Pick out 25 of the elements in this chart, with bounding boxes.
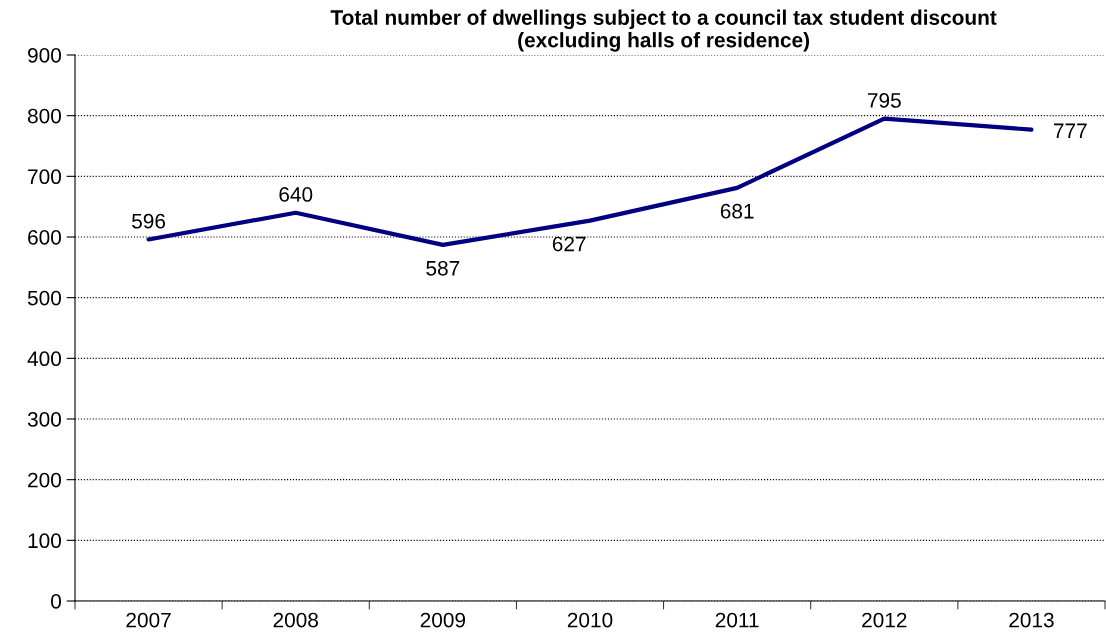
y-tick-label: 0 (51, 594, 61, 609)
x-tick-label: 2013 (1009, 612, 1054, 628)
y-tick-label: 100 (28, 533, 61, 549)
y-tick-label: 700 (28, 169, 61, 185)
x-tick-label: 2007 (126, 612, 171, 628)
y-tick-label: 600 (28, 230, 61, 245)
data-label: 587 (426, 260, 460, 276)
data-label: 596 (132, 213, 166, 229)
y-tick-label: 400 (27, 351, 61, 367)
data-label: 795 (867, 93, 901, 108)
y-tick-label: 300 (27, 412, 61, 427)
y-tick-label: 900 (28, 48, 61, 63)
data-label: 777 (1054, 123, 1087, 138)
x-tick-label: 2009 (420, 612, 466, 628)
chart-title: Total number of dwellings subject to a council tax student discount (excluding halls of residence) (330, 9, 997, 52)
data-label: 681 (720, 203, 754, 219)
x-tick-label: 2010 (567, 612, 613, 628)
y-tick-label: 800 (27, 108, 61, 124)
x-tick-label: 2008 (273, 612, 318, 628)
y-tick-label: 200 (28, 472, 61, 488)
x-tick-label: 2012 (862, 612, 907, 628)
data-label: 627 (552, 236, 586, 252)
y-tick-label: 500 (27, 290, 61, 306)
data-label: 640 (279, 187, 313, 202)
x-tick-label: 2011 (715, 612, 759, 628)
